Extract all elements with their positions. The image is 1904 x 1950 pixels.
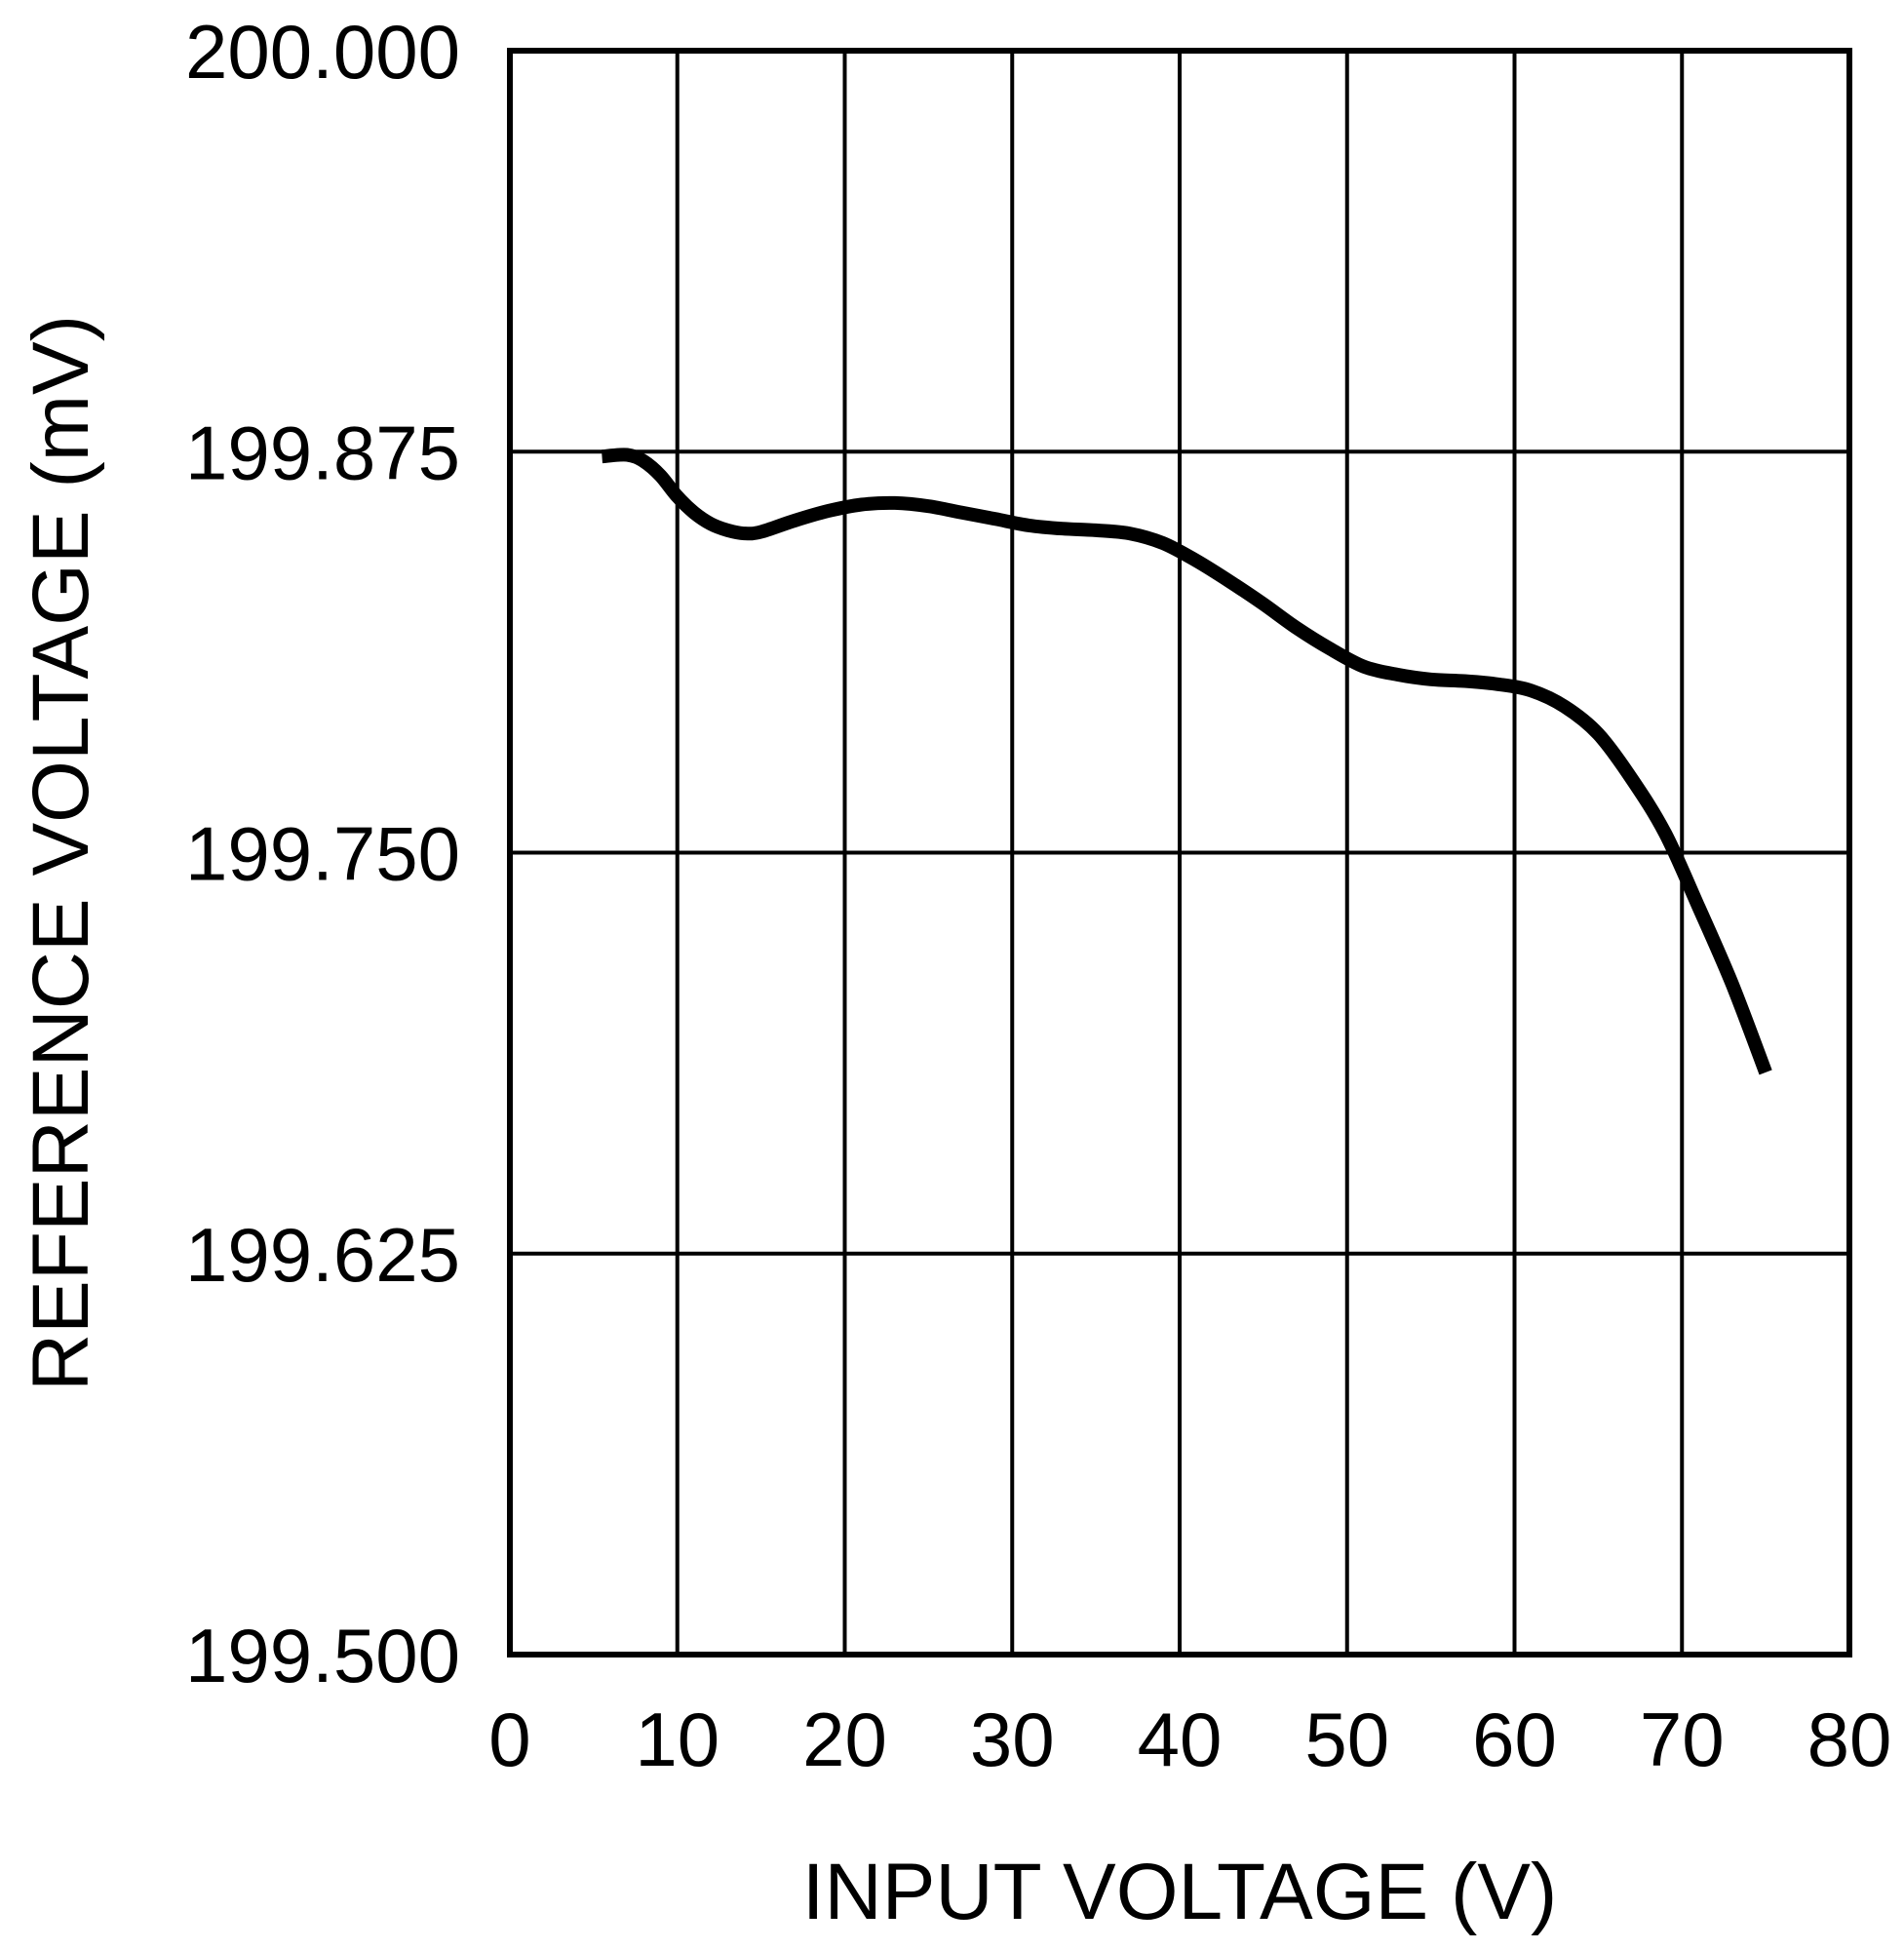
y-axis-label: REFERENCE VOLTAGE (mV)	[17, 315, 105, 1391]
x-tick-label: 80	[1807, 1696, 1892, 1782]
grid-lines	[510, 51, 1849, 1655]
y-tick-label: 199.625	[185, 1212, 460, 1298]
x-tick-label: 0	[488, 1696, 530, 1782]
y-tick-labels: 199.500 199.625 199.750 199.875 200.000	[185, 9, 460, 1698]
x-tick-label: 40	[1138, 1696, 1223, 1782]
y-tick-label: 199.750	[185, 811, 460, 897]
y-tick-label: 199.500	[185, 1613, 460, 1698]
x-tick-label: 60	[1472, 1696, 1557, 1782]
x-tick-label: 20	[802, 1696, 887, 1782]
x-tick-label: 70	[1640, 1696, 1725, 1782]
series-line	[601, 448, 1772, 1075]
x-tick-label: 10	[635, 1696, 719, 1782]
x-tick-label: 50	[1304, 1696, 1389, 1782]
plot-frame	[507, 48, 1852, 1658]
y-tick-label: 200.000	[185, 9, 460, 95]
x-tick-labels: 0 10 20 30 40 50 60 70 80	[488, 1696, 1891, 1782]
y-tick-label: 199.875	[185, 410, 460, 495]
x-axis-label: INPUT VOLTAGE (V)	[802, 1848, 1558, 1936]
x-tick-label: 30	[970, 1696, 1055, 1782]
